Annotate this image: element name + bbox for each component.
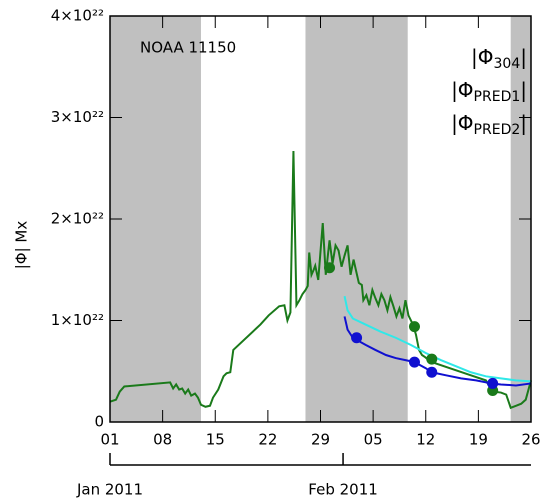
month-label: Feb 2011	[308, 481, 378, 499]
x-tick-label: 01	[100, 431, 119, 449]
marker	[351, 332, 363, 344]
x-tick-label: 29	[311, 431, 330, 449]
marker	[324, 262, 336, 274]
legend-entry: |ΦPRED1|	[451, 78, 527, 106]
series-line	[109, 150, 532, 410]
y-axis-label: |Φ| Mx	[13, 221, 31, 270]
x-tick-label: 05	[364, 431, 383, 449]
marker	[426, 353, 438, 365]
month-label: Jan 2011	[76, 481, 143, 499]
y-tick-label: 4×10²²	[51, 7, 104, 25]
series-line	[343, 295, 532, 383]
plot-area	[109, 150, 532, 410]
marker	[408, 321, 420, 333]
x-tick-label: 22	[258, 431, 277, 449]
marker	[487, 377, 499, 389]
y-tick-label: 0	[94, 413, 104, 431]
legend-entry: |Φ304|	[471, 45, 527, 73]
legend-entry: |ΦPRED2|	[451, 111, 527, 139]
shading	[110, 16, 531, 422]
shaded-span	[110, 16, 201, 422]
y-tick-label: 2×10²²	[51, 210, 104, 228]
y-tick-label: 1×10²²	[51, 311, 104, 329]
annotation: NOAA 11150	[140, 39, 236, 57]
x-tick-label: 12	[416, 431, 435, 449]
x-tick-label: 15	[206, 431, 225, 449]
y-tick-label: 3×10²²	[51, 108, 104, 126]
marker	[426, 366, 438, 378]
x-tick-label: 08	[153, 431, 172, 449]
x-tick-label: 26	[521, 431, 540, 449]
x-tick-label: 19	[469, 431, 488, 449]
marker	[408, 356, 420, 368]
shaded-span	[305, 16, 408, 422]
